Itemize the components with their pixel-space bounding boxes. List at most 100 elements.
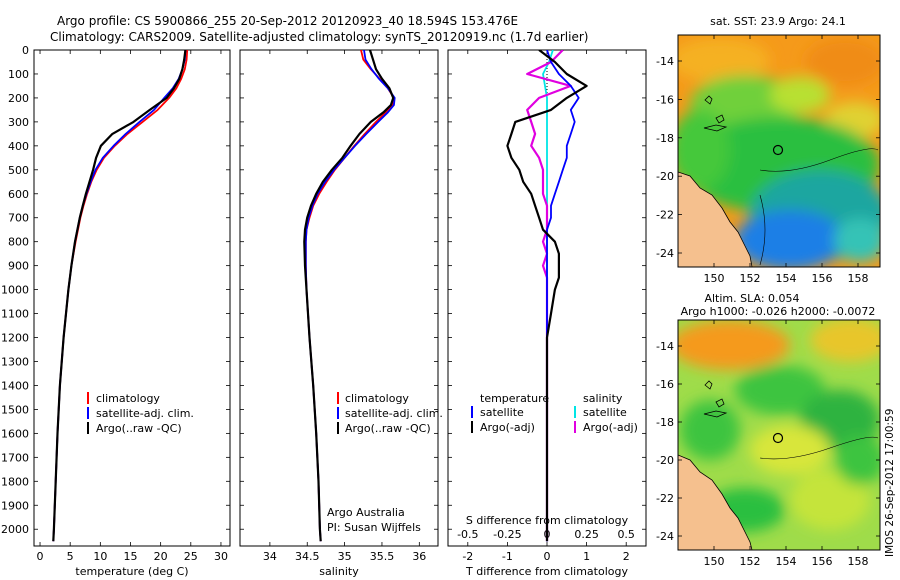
x-tick-label: 30 <box>214 550 228 563</box>
x-tick-label: 10 <box>93 550 107 563</box>
map-y-tick-label: -22 <box>656 209 674 222</box>
sst-map-title: sat. SST: 23.9 Argo: 24.1 <box>710 15 846 28</box>
temperature-xlabel: temperature (deg C) <box>75 565 188 578</box>
legend-argo: Argo(..raw -QC) <box>345 422 431 435</box>
title-line-2: Climatology: CARS2009. Satellite-adjuste… <box>50 30 588 44</box>
map-x-tick-label: 152 <box>740 272 761 285</box>
x-tick-label: 25 <box>184 550 198 563</box>
map-y-tick-label: -14 <box>656 55 674 68</box>
depth-tick-label: 1500 <box>1 403 29 416</box>
map-y-tick-label: -20 <box>656 170 674 183</box>
sla-map-axes: -14 -16 -18 -20 -22 -24 150 152 154 156 158 <box>656 320 880 568</box>
legend-climatology: climatology <box>96 392 160 405</box>
map-x-tick-label: 158 <box>848 555 869 568</box>
depth-tick-label: 200 <box>8 92 29 105</box>
depth-tick-label: 300 <box>8 116 29 129</box>
map-y-tick-label: -16 <box>656 378 674 391</box>
depth-tick-label: 2000 <box>1 523 29 536</box>
x-tick-label: 34 <box>263 550 277 563</box>
legend-temp-satellite: satellite <box>480 406 524 419</box>
x-tick-label: 1 <box>583 550 590 563</box>
sst-map <box>677 34 881 268</box>
legend-satellite: satellite-adj. clim. <box>96 407 194 420</box>
depth-tick-label: 600 <box>8 188 29 201</box>
legend-sal-argo: Argo(-adj) <box>583 421 638 434</box>
difference-legend-temperature: temperature satellite Argo(-adj) <box>471 392 549 434</box>
legend-title-salinity: salinity <box>583 392 623 405</box>
series-line-temperature-satellite <box>546 50 580 542</box>
x-top-tick-label: 0.5 <box>617 528 635 541</box>
map-y-tick-label: -18 <box>656 132 674 145</box>
depth-tick-label: 1100 <box>1 308 29 321</box>
map-x-tick-label: 154 <box>776 272 797 285</box>
depth-tick-label: 1400 <box>1 379 29 392</box>
attribution-line-1: Argo Australia <box>327 506 405 519</box>
depth-tick-label: 700 <box>8 212 29 225</box>
x-tick-label: 2 <box>623 550 630 563</box>
depth-tick-label: 1300 <box>1 355 29 368</box>
x-tick-label: 34.5 <box>295 550 320 563</box>
title-line-1: Argo profile: CS 5900866_255 20-Sep-2012… <box>57 14 518 28</box>
difference-plot: -2 -1 0 1 2-0.5 -0.25 0 0.25 0.5 <box>457 50 635 563</box>
depth-tick-label: 100 <box>8 68 29 81</box>
series-line-argo-raw-qc- <box>303 50 395 542</box>
series-line-satellite-adj-clim- <box>52 50 187 542</box>
depth-tick-label: 1800 <box>1 475 29 488</box>
difference-legend-salinity: salinity satellite Argo(-adj) <box>574 392 638 434</box>
x-top-tick-label: -0.5 <box>457 528 478 541</box>
attribution-line-2: PI: Susan Wijffels <box>327 521 421 534</box>
map-y-tick-label: -22 <box>656 492 674 505</box>
map-y-tick-label: -16 <box>656 93 674 106</box>
sla-map-title-2: Argo h1000: -0.026 h2000: -0.0072 <box>681 305 876 318</box>
map-y-tick-label: -18 <box>656 416 674 429</box>
temperature-panel-frame <box>33 49 231 547</box>
series-line-temperature-argo-adj- <box>506 50 588 542</box>
x-tick-label: 5 <box>67 550 74 563</box>
x-tick-label: 20 <box>154 550 168 563</box>
depth-tick-label: 800 <box>8 236 29 249</box>
map-x-tick-label: 156 <box>812 555 833 568</box>
x-top-tick-label: -0.25 <box>493 528 521 541</box>
difference-xlabel: T difference from climatology <box>465 565 628 578</box>
depth-tick-label: 1000 <box>1 284 29 297</box>
sla-map-title-1: Altim. SLA: 0.054 <box>704 292 799 305</box>
map-y-tick-label: -24 <box>656 247 674 260</box>
depth-tick-label: 400 <box>8 140 29 153</box>
x-tick-label: 0 <box>37 550 44 563</box>
legend-sal-satellite: satellite <box>583 406 627 419</box>
salinity-panel-frame <box>239 49 439 547</box>
legend-title-temperature: temperature <box>480 392 549 405</box>
legend-satellite: satellite-adj. clim. <box>345 407 443 420</box>
map-y-tick-label: -24 <box>656 530 674 543</box>
depth-tick-label: 500 <box>8 164 29 177</box>
salinity-legend: climatology satellite-adj. clim. Argo(..… <box>337 392 443 435</box>
salinity-xlabel: salinity <box>319 565 359 578</box>
series-line-satellite-adj-clim- <box>304 50 396 542</box>
depth-axis: 0 100 200 300 400 500 600 700 800 900 1000 1100 1200… <box>1 44 646 536</box>
depth-tick-label: 1600 <box>1 427 29 440</box>
legend-temp-argo: Argo(-adj) <box>480 421 535 434</box>
x-tick-label: 0 <box>544 550 551 563</box>
depth-tick-label: 1900 <box>1 499 29 512</box>
x-tick-label: -2 <box>462 550 473 563</box>
series-line-climatology <box>304 50 395 542</box>
difference-xlabel-top: S difference from climatology <box>466 514 629 527</box>
map-x-tick-label: 150 <box>704 272 725 285</box>
sst-map-axes: -14 -16 -18 -20 -22 -24 150 152 154 156 158 <box>656 35 880 285</box>
sla-map <box>677 319 881 551</box>
x-tick-label: 36 <box>412 550 426 563</box>
map-y-tick-label: -14 <box>656 340 674 353</box>
map-x-tick-label: 150 <box>704 555 725 568</box>
salinity-plot: 34 34.5 35 35.5 36 <box>263 50 426 563</box>
series-line-salinity-argo-adj- <box>526 50 572 542</box>
depth-tick-label: 900 <box>8 260 29 273</box>
map-x-tick-label: 152 <box>740 555 761 568</box>
legend-argo: Argo(..raw -QC) <box>96 422 182 435</box>
series-line-climatology <box>52 50 189 542</box>
temperature-legend: climatology satellite-adj. clim. Argo(..… <box>87 392 194 435</box>
legend-climatology: climatology <box>345 392 409 405</box>
map-x-tick-label: 156 <box>812 272 833 285</box>
timestamp-stamp: IMOS 26-Sep-2012 17:00:59 <box>884 409 896 557</box>
depth-tick-label: 0 <box>22 44 29 57</box>
